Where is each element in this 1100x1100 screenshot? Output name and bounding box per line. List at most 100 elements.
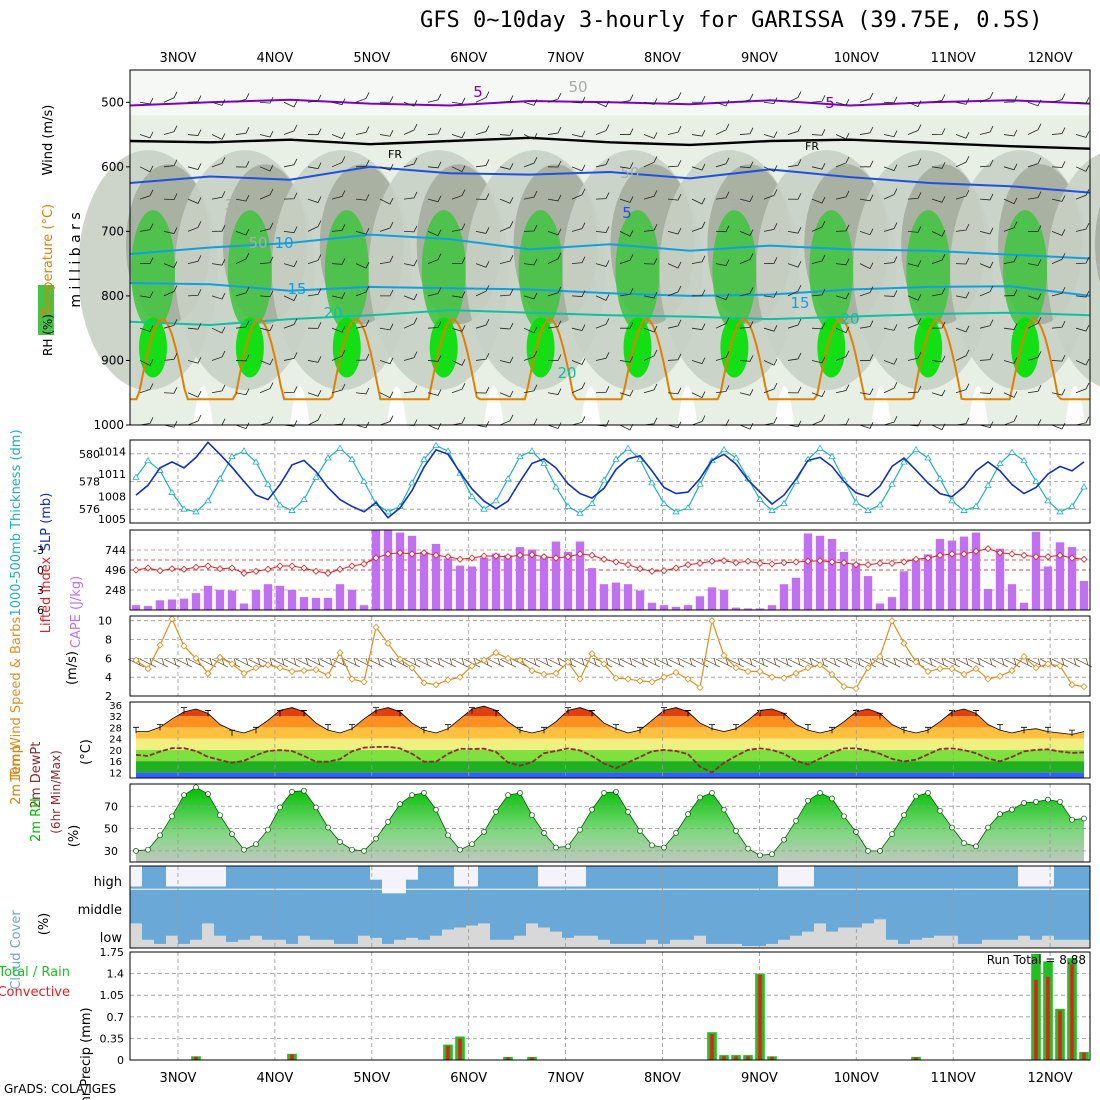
wind-barb bbox=[859, 262, 874, 270]
contour-label: 10 bbox=[274, 234, 293, 252]
wind-barb bbox=[667, 227, 682, 235]
low-cloud-fill bbox=[1078, 939, 1090, 948]
low-cloud-fill bbox=[202, 923, 214, 948]
precip-convective-bar bbox=[506, 1057, 510, 1060]
top-date-label: 8NOV bbox=[644, 51, 681, 66]
low-cloud-fill bbox=[886, 939, 898, 948]
wind-barb bbox=[523, 292, 538, 300]
low-cloud-fill bbox=[310, 939, 322, 948]
wind-barb-10m bbox=[883, 657, 901, 668]
thickness-point bbox=[504, 474, 512, 482]
wind-barb bbox=[211, 225, 226, 232]
lifted-index-point bbox=[948, 550, 956, 558]
rh-point bbox=[541, 830, 547, 836]
precip-total-legend: Total / Rain bbox=[0, 965, 70, 980]
wind-barb bbox=[1003, 391, 1018, 398]
high-cloud-gap bbox=[382, 866, 394, 894]
wind-barb bbox=[1051, 229, 1066, 236]
wind-tick: 8 bbox=[105, 634, 112, 647]
wind-barb bbox=[163, 227, 178, 234]
wind-barb bbox=[475, 193, 490, 200]
wind-barb bbox=[643, 156, 658, 168]
wind-barb bbox=[619, 288, 634, 297]
low-cloud-fill bbox=[586, 935, 598, 948]
wind-barb bbox=[427, 287, 442, 297]
wind-speed-point bbox=[432, 681, 440, 689]
wind-barb-10m bbox=[787, 657, 805, 668]
cape-bar bbox=[503, 555, 513, 610]
low-cloud-fill bbox=[226, 941, 238, 948]
thickness-axis-label: 1000-500mb Thickness (dm) bbox=[9, 429, 24, 616]
lifted-index-point bbox=[276, 562, 284, 570]
wind-barb bbox=[1027, 259, 1042, 266]
low-cloud-fill bbox=[514, 935, 526, 948]
cape-bar bbox=[227, 590, 237, 610]
wind-barb bbox=[283, 260, 298, 268]
wind-barb bbox=[883, 382, 898, 394]
rh-blob bbox=[1095, 206, 1100, 283]
cape-bar bbox=[575, 541, 585, 610]
wind-barb bbox=[499, 221, 514, 232]
thickness-point bbox=[624, 444, 632, 451]
wind-barb bbox=[667, 285, 682, 297]
wind-barb-10m bbox=[355, 657, 373, 668]
wind-barb bbox=[955, 189, 970, 200]
slp-tick: 1011 bbox=[98, 468, 126, 481]
cape-bar bbox=[143, 606, 153, 610]
lifted-index-point bbox=[696, 559, 704, 567]
cape-bar bbox=[431, 543, 441, 610]
lifted-index-point bbox=[300, 564, 308, 572]
wind-barb bbox=[739, 161, 754, 169]
wind-barb bbox=[331, 98, 346, 106]
lifted-index-point bbox=[972, 547, 980, 555]
precip-convective-bar bbox=[734, 1056, 738, 1060]
wind-barb bbox=[451, 359, 466, 366]
lifted-index-point bbox=[372, 554, 380, 562]
cape-bar bbox=[1031, 531, 1041, 610]
wind-barb bbox=[979, 91, 994, 103]
lifted-index-point bbox=[456, 555, 464, 563]
wind-barb bbox=[691, 391, 706, 399]
bottom-date-label: 6NOV bbox=[450, 1071, 487, 1086]
wind-barb bbox=[643, 257, 658, 265]
high-cloud-gap bbox=[454, 866, 466, 887]
wind-barb bbox=[403, 259, 418, 267]
rh-point bbox=[1033, 798, 1039, 805]
low-cloud-fill bbox=[610, 943, 622, 948]
cape-bar bbox=[815, 535, 825, 610]
wind-barb-10m bbox=[151, 657, 169, 668]
cape-bar bbox=[1043, 566, 1053, 610]
temp-band bbox=[136, 749, 1084, 762]
low-cloud-fill bbox=[1054, 939, 1066, 948]
cape-axis-label: CAPE (J/kg) bbox=[69, 576, 84, 648]
wind-barb bbox=[835, 190, 850, 200]
wind-barb bbox=[403, 351, 418, 361]
wind-speed-line bbox=[135, 617, 1085, 690]
wind-barb bbox=[331, 326, 346, 333]
low-cloud-fill bbox=[958, 943, 970, 948]
wind-barb bbox=[355, 194, 370, 201]
cape-bar bbox=[275, 585, 285, 610]
wind-barb bbox=[163, 193, 178, 201]
wind-barb-10m bbox=[703, 657, 721, 668]
temp-max-mark bbox=[253, 726, 259, 734]
rh-point bbox=[1069, 816, 1075, 823]
dry-surface-pocket bbox=[1065, 386, 1086, 425]
wind-speed-point bbox=[1020, 652, 1028, 661]
wind-barb bbox=[403, 99, 418, 107]
low-cloud-fill bbox=[502, 939, 514, 948]
wind-barb bbox=[451, 189, 466, 200]
lifted-index-point bbox=[492, 552, 500, 560]
low-cloud-fill bbox=[934, 935, 946, 948]
wind-barb bbox=[139, 417, 154, 426]
thickness-point bbox=[852, 498, 860, 505]
wind-barb bbox=[475, 352, 490, 361]
high-cloud-gap bbox=[1042, 866, 1054, 887]
cape-bar bbox=[1055, 542, 1065, 610]
rh-point bbox=[877, 848, 883, 854]
temp-max-mark bbox=[397, 710, 403, 717]
rh-point bbox=[145, 846, 151, 853]
wind-barb bbox=[547, 126, 562, 135]
cape-bar bbox=[551, 541, 561, 610]
wind-speed-point bbox=[576, 675, 584, 683]
